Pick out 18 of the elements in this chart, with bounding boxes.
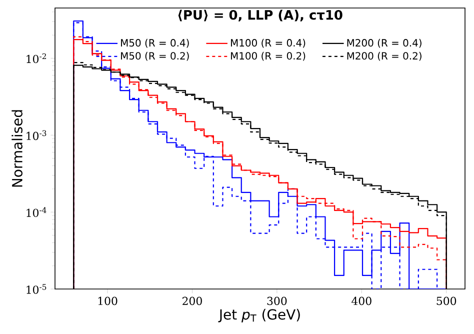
- x-tick-label: 300: [267, 296, 287, 306]
- y-axis-title: Normalised: [12, 110, 22, 187]
- chart-title: ⟨PU⟩ = 0, LLP (A), cτ10: [178, 10, 342, 22]
- legend-label: M100 (R = 0.2): [230, 52, 306, 61]
- x-tick-label: 200: [182, 296, 202, 306]
- legend-label: M50 (R = 0.2): [121, 52, 189, 61]
- x-tick-label: 400: [352, 296, 372, 306]
- y-tick-label: 10$^{-2}$: [26, 53, 46, 64]
- legend-label: M100 (R = 0.4): [230, 38, 306, 48]
- legend-label: M50 (R = 0.4): [121, 38, 189, 48]
- x-tick-label: 100: [98, 296, 118, 306]
- x-tick-label: 500: [436, 296, 456, 306]
- y-tick-label: 10$^{-5}$: [26, 284, 46, 294]
- y-tick-label: 10$^{-3}$: [26, 130, 46, 140]
- legend-label: M200 (R = 0.2): [347, 52, 422, 61]
- x-axis-title: Jet p$_{T}$ (GeV): [218, 308, 300, 322]
- y-tick-label: 10$^{-4}$: [26, 207, 46, 217]
- legend-label: M200 (R = 0.4): [347, 38, 422, 48]
